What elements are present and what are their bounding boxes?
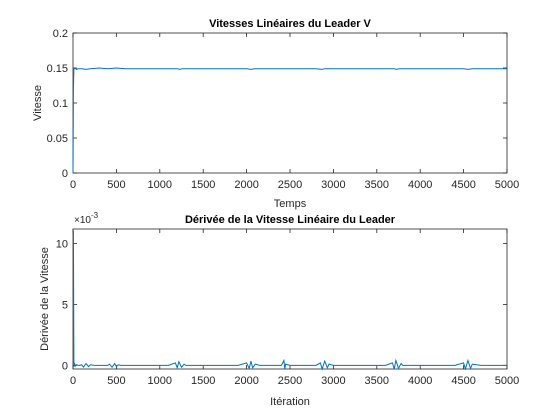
exponent-power: -3 <box>91 211 99 220</box>
exponent-base: ×10 <box>74 215 91 226</box>
xlabel-velocity: Temps <box>274 198 307 210</box>
y-tick-label: 0 <box>62 360 68 372</box>
x-tick-label: 500 <box>107 179 125 191</box>
title-velocity: Vitesses Linéaires du Leader V <box>209 18 371 30</box>
subplot-velocity: 0 500 1000 1500 2000 2500 3000 3500 4000 4500 5000… <box>32 18 519 210</box>
x-tick-label: 4500 <box>451 375 475 387</box>
x-tick-label: 2500 <box>278 179 302 191</box>
y-tick-label: 0.15 <box>47 63 68 75</box>
y-tick-label: 0 <box>62 168 68 180</box>
ticks-derivative: 0 500 1000 1500 2000 2500 3000 3500 4000 4500 5000… <box>56 229 519 387</box>
x-tick-label: 3500 <box>365 179 389 191</box>
x-tick-label: 1000 <box>148 375 172 387</box>
x-tick-label: 2000 <box>234 179 258 191</box>
y-tick-label: 5 <box>62 299 68 311</box>
x-tick-label: 3500 <box>365 375 389 387</box>
x-tick-label: 3000 <box>321 375 345 387</box>
ticks-velocity: 0 500 1000 1500 2000 2500 3000 3500 4000 4500 5000… <box>47 28 520 191</box>
ylabel-velocity: Vitesse <box>32 85 44 121</box>
plot-area-velocity <box>72 32 508 174</box>
y-tick-label: 0.05 <box>47 133 68 145</box>
x-tick-label: 5000 <box>495 179 519 191</box>
x-tick-label: 1500 <box>191 179 215 191</box>
subplot-derivative: 0 500 1000 1500 2000 2500 3000 3500 4000 4500 5000… <box>39 211 519 408</box>
title-derivative: Dérivée de la Vitesse Linéaire du Leader <box>185 214 396 226</box>
y-tick-label: 0.2 <box>53 28 68 40</box>
x-tick-label: 2500 <box>278 375 302 387</box>
x-tick-label: 4000 <box>408 179 432 191</box>
derivative-line <box>72 230 507 371</box>
x-tick-label: 0 <box>70 375 76 387</box>
x-tick-label: 500 <box>107 375 125 387</box>
exponent-label: ×10-3 <box>74 211 99 226</box>
x-tick-label: 1500 <box>191 375 215 387</box>
plot-area-derivative <box>72 228 508 370</box>
x-tick-label: 4500 <box>451 179 475 191</box>
x-tick-label: 2000 <box>234 375 258 387</box>
x-tick-label: 0 <box>70 179 76 191</box>
ylabel-derivative: Dérivée de la Vitesse <box>39 247 51 351</box>
velocity-line <box>72 67 507 174</box>
x-tick-label: 1000 <box>148 179 172 191</box>
x-tick-label: 5000 <box>495 375 519 387</box>
x-tick-label: 3000 <box>321 179 345 191</box>
y-tick-label: 0.1 <box>53 98 68 110</box>
xlabel-derivative: Itération <box>270 396 310 408</box>
y-tick-label: 10 <box>56 239 68 251</box>
x-tick-label: 4000 <box>408 375 432 387</box>
